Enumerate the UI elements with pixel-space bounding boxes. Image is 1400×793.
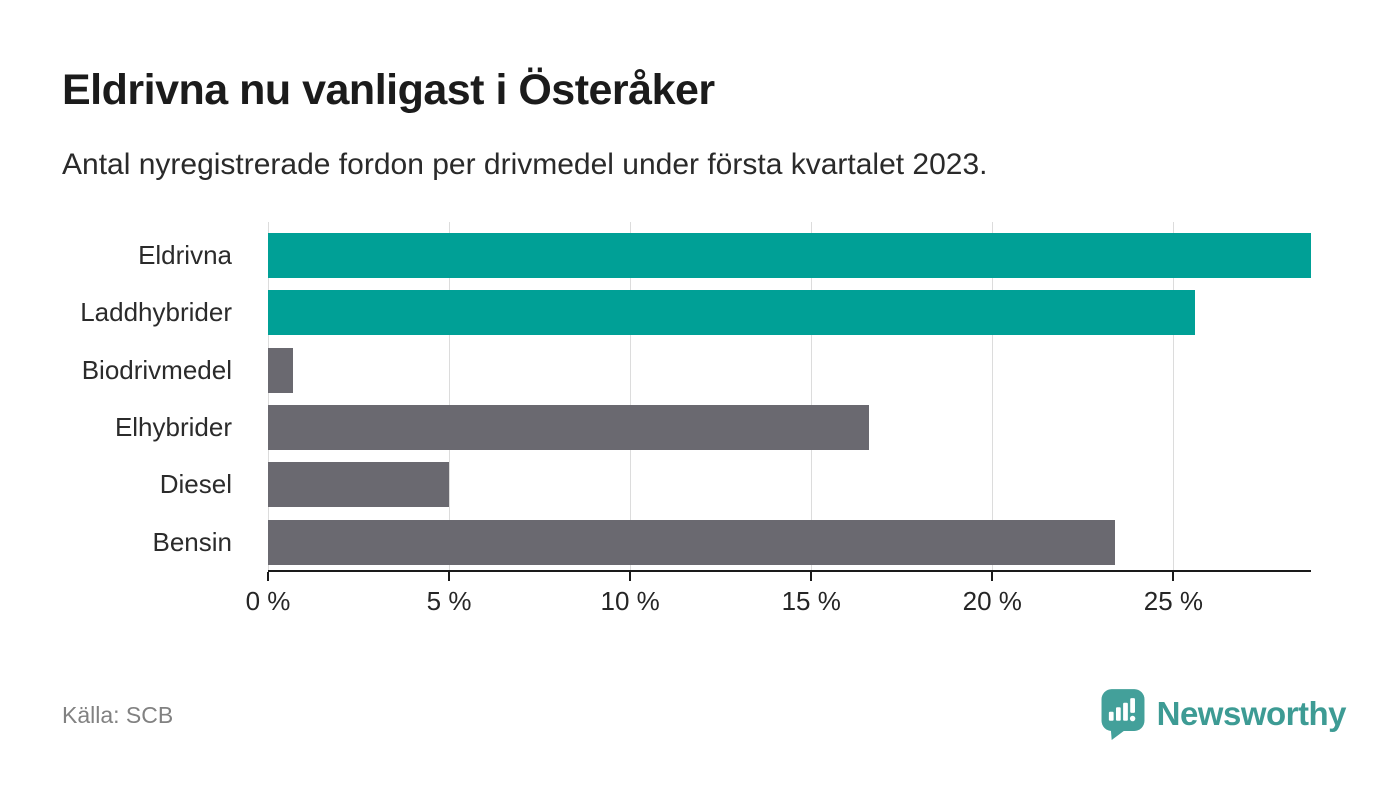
tick-label-0: 0 % (245, 586, 291, 616)
tick-mark-25 (1172, 572, 1175, 581)
tick-label-15: 15 % (781, 586, 841, 616)
bar-diesel (268, 462, 450, 508)
category-label-eldrivna: Eldrivna (138, 240, 232, 270)
category-label-diesel: Diesel (159, 469, 232, 500)
newsworthy-bubble-chart-icon (1100, 688, 1146, 740)
page-title: Eldrivna nu vanligast i Österåker (62, 66, 715, 114)
tick-label-20: 20 % (962, 586, 1022, 616)
gridline-5 (449, 222, 451, 570)
tick-mark-20 (991, 572, 994, 581)
tick-mark-5 (448, 572, 451, 581)
bar-biodrivmedel (268, 347, 294, 393)
tick-mark-10 (629, 572, 632, 581)
tick-label-10: 10 % (600, 586, 660, 616)
category-label-elhybrider: Elhybrider (114, 411, 232, 442)
tick-label-25: 25 % (1143, 586, 1204, 616)
category-axis-labels: Eldrivna Laddhybrider Biodrivmedel Elhybrid… (0, 222, 250, 570)
bar-eldrivna (268, 233, 1311, 278)
x-axis: 0 % 5 % 10 % 15 % 20 % 25 % (246, 572, 1311, 632)
tick-mark-15 (810, 572, 813, 581)
tick-mark-0 (267, 572, 269, 581)
category-label-biodrivmedel: Biodrivmedel (81, 354, 232, 385)
gridline-20 (992, 222, 994, 570)
plot-area (268, 222, 1311, 572)
source-text: Källa: SCB (62, 702, 174, 728)
category-label-bensin: Bensin (152, 526, 233, 557)
bar-bensin (268, 519, 1116, 565)
gridline-10 (630, 222, 632, 570)
gridline-0 (268, 222, 269, 570)
bar-elhybrider (268, 404, 870, 450)
page-subtitle: Antal nyregistrerade fordon per drivmede… (62, 148, 988, 181)
gridline-25 (1173, 222, 1175, 570)
newsworthy-logo-text: Newsworthy (1156, 695, 1347, 732)
bar-laddhybrider (268, 290, 1196, 336)
gridline-15 (811, 222, 813, 570)
category-label-laddhybrider: Laddhybrider (80, 297, 232, 328)
tick-label-5: 5 % (426, 586, 472, 616)
newsworthy-logo: Newsworthy (1100, 688, 1347, 740)
